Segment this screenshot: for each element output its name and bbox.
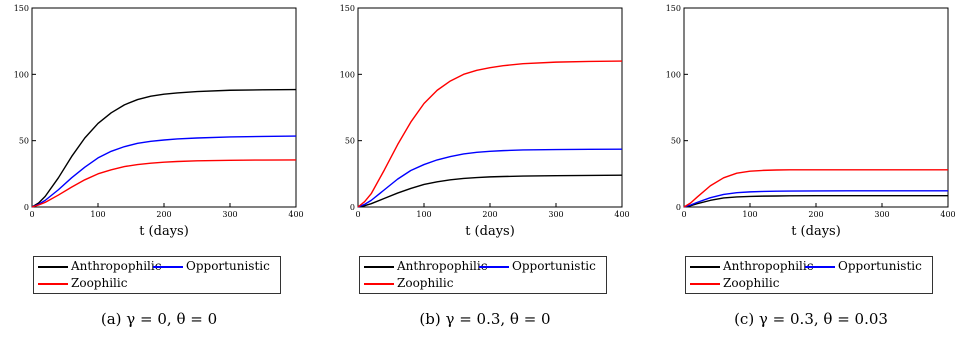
- legend-label: Zoophilic: [71, 276, 128, 290]
- legend-swatch: [153, 266, 183, 268]
- y-tick-label: 50: [345, 137, 355, 146]
- y-tick-label: 0: [24, 203, 29, 212]
- legend-swatch: [38, 266, 68, 268]
- x-tick-label: 300: [874, 210, 889, 219]
- x-tick-label: 400: [940, 210, 955, 219]
- panel-caption: (a) γ = 0, θ = 0: [100, 310, 218, 328]
- series-line-zoophilic: [31, 159, 297, 208]
- y-tick-label: 100: [340, 70, 355, 79]
- y-tick-label: 100: [666, 70, 681, 79]
- legend-label: Anthropophilic: [723, 259, 814, 273]
- legend-swatch: [364, 283, 394, 285]
- series-line-zoophilic: [683, 169, 948, 208]
- legend-swatch: [479, 266, 509, 268]
- plot-area: 0 100 200 300 400 0 50 100 150 t (days): [14, 4, 304, 239]
- legend-swatch: [805, 266, 835, 268]
- legend-label: Opportunistic: [838, 259, 922, 273]
- series-line-opportunistic: [357, 148, 623, 208]
- x-tick-label: 0: [681, 210, 686, 219]
- legend-swatch: [690, 283, 720, 285]
- legend-label: Opportunistic: [512, 259, 596, 273]
- legend: Anthropophilic Opportunistic Zoophilic: [685, 256, 933, 294]
- y-tick-label: 150: [666, 4, 681, 13]
- panel-caption: (c) γ = 0.3, θ = 0.03: [734, 310, 888, 328]
- legend: Anthropophilic Opportunistic Zoophilic: [359, 256, 607, 294]
- y-tick-label: 50: [19, 137, 29, 146]
- y-tick-label: 50: [671, 137, 681, 146]
- x-axis-label: t (days): [791, 224, 841, 239]
- legend-label: Anthropophilic: [397, 259, 488, 273]
- x-tick-label: 200: [482, 210, 497, 219]
- chart-panel-2: 0 100 200 300 400 0 50 100 150 t (days) Anthropoph…: [326, 0, 644, 337]
- plot-area: 0 100 200 300 400 0 50 100 150 t (days): [666, 4, 955, 239]
- series-line-anthropophilic: [683, 195, 948, 208]
- y-tick-label: 0: [350, 203, 355, 212]
- x-tick-label: 200: [808, 210, 823, 219]
- legend-swatch: [690, 266, 720, 268]
- x-axis-label: t (days): [465, 224, 515, 239]
- x-tick-label: 300: [222, 210, 237, 219]
- y-tick-label: 150: [340, 4, 355, 13]
- y-tick-label: 150: [14, 4, 29, 13]
- x-tick-label: 0: [29, 210, 34, 219]
- legend-label: Zoophilic: [723, 276, 780, 290]
- series-line-opportunistic: [683, 190, 948, 208]
- legend-label: Anthropophilic: [71, 259, 162, 273]
- series-line-anthropophilic: [357, 174, 623, 208]
- plot-area: 0 100 200 300 400 0 50 100 150 t (days): [340, 4, 630, 239]
- x-tick-label: 0: [355, 210, 360, 219]
- series-line-zoophilic: [357, 60, 623, 208]
- legend-label: Opportunistic: [186, 259, 270, 273]
- y-tick-label: 100: [14, 70, 29, 79]
- legend-label: Zoophilic: [397, 276, 454, 290]
- x-axis-label: t (days): [139, 224, 189, 239]
- x-tick-label: 400: [288, 210, 303, 219]
- series-line-anthropophilic: [31, 88, 297, 208]
- x-tick-label: 100: [416, 210, 431, 219]
- legend-swatch: [38, 283, 68, 285]
- legend-swatch: [364, 266, 394, 268]
- chart-panel-3: 0 100 200 300 400 0 50 100 150 t (days) Anthropoph…: [652, 0, 955, 337]
- x-tick-label: 100: [742, 210, 757, 219]
- y-tick-label: 0: [676, 203, 681, 212]
- legend: Anthropophilic Opportunistic Zoophilic: [33, 256, 281, 294]
- x-tick-label: 200: [156, 210, 171, 219]
- panel-caption: (b) γ = 0.3, θ = 0: [419, 310, 551, 328]
- x-tick-label: 300: [548, 210, 563, 219]
- series-line-opportunistic: [31, 135, 297, 208]
- x-tick-label: 400: [614, 210, 629, 219]
- chart-panel-1: 0 100 200 300 400 0 50 100 150 t (days) Anthropoph…: [0, 0, 318, 337]
- x-tick-label: 100: [90, 210, 105, 219]
